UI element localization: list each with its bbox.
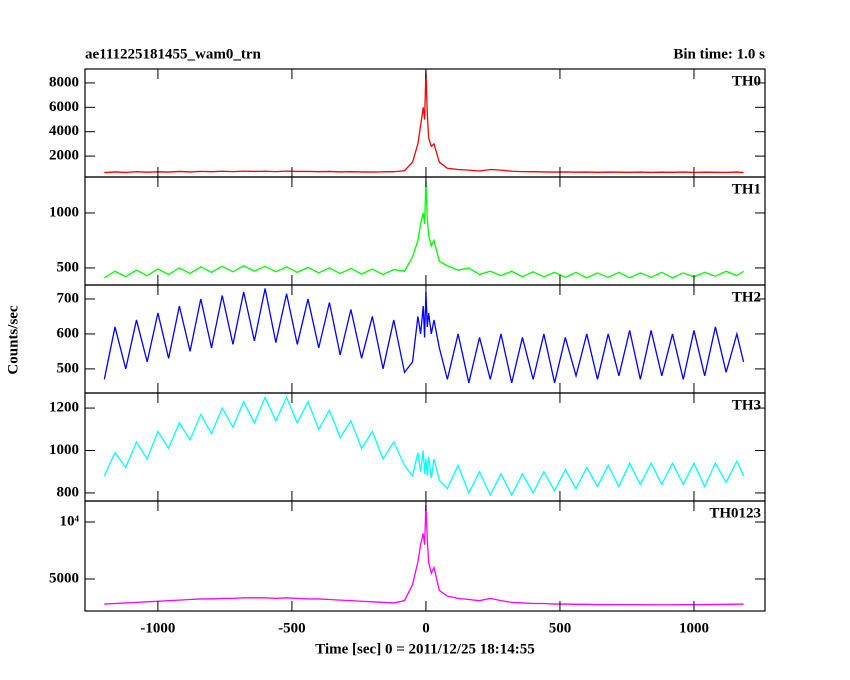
x-tick-label: -1000: [140, 620, 175, 636]
series-line: [104, 70, 744, 174]
legend-label: TH0: [732, 73, 761, 89]
y-tick-label: 1200: [49, 400, 79, 416]
y-tick-label: 700: [57, 290, 80, 306]
y-tick-label: 5000: [49, 570, 79, 586]
x-tick-label: -500: [278, 620, 306, 636]
y-tick-label: 500: [57, 259, 80, 275]
x-axis-label: Time [sec] 0 = 2011/12/25 18:14:55: [315, 641, 535, 657]
x-tick-label: 1000: [679, 620, 709, 636]
series-line: [103, 395, 745, 497]
x-tick-label: 500: [549, 620, 572, 636]
y-tick-label: 1000: [49, 442, 79, 458]
panel-frame: [84, 392, 766, 502]
legend-label: TH1: [732, 181, 761, 197]
y-tick-label: 10⁴: [60, 513, 80, 529]
y-axis-label: Counts/sec: [5, 305, 21, 375]
y-tick-label: 500: [57, 360, 80, 376]
legend-label: TH0123: [709, 505, 761, 521]
series-line: [104, 504, 744, 606]
x-tick-label: 0: [422, 620, 430, 636]
y-tick-label: 800: [57, 484, 80, 500]
y-tick-label: 8000: [49, 74, 79, 90]
series-line: [103, 288, 745, 384]
chart-title: ae111225181455_wam0_trn: [85, 46, 261, 62]
y-tick-label: 6000: [49, 99, 79, 115]
panel-frame: [84, 500, 766, 612]
series-line: [103, 179, 744, 279]
legend-label: TH3: [732, 397, 761, 413]
y-tick-label: 4000: [49, 123, 79, 139]
legend-label: TH2: [732, 289, 761, 305]
y-tick-label: 1000: [49, 204, 79, 220]
y-tick-label: 2000: [49, 148, 79, 164]
y-tick-label: 600: [57, 325, 80, 341]
chart-subtitle: Bin time: 1.0 s: [673, 46, 765, 62]
